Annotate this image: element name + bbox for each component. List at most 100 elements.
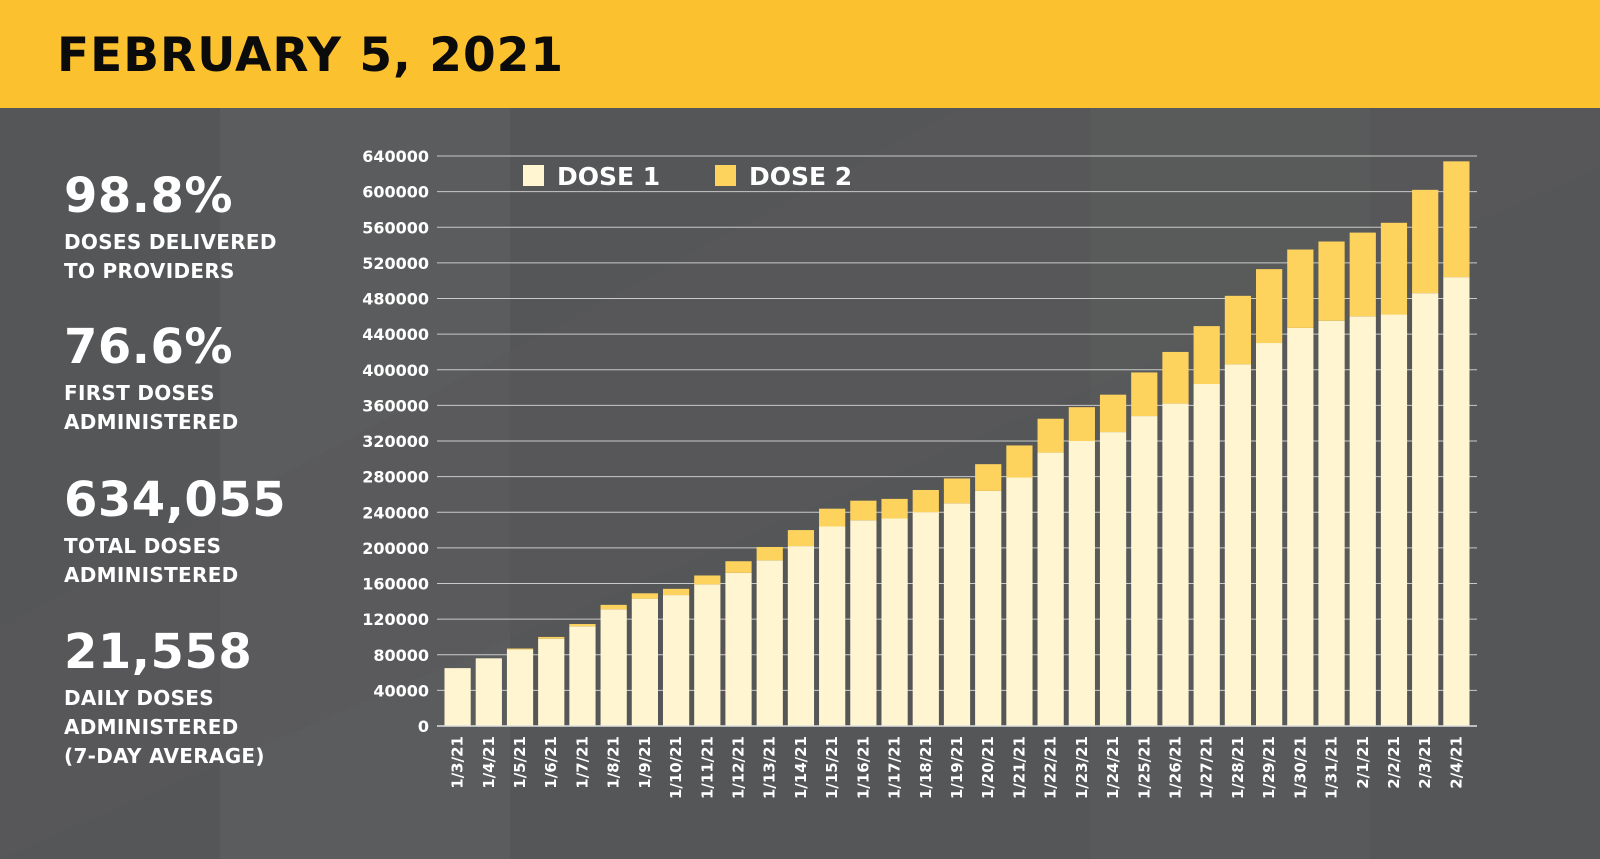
- bar-dose-1: [850, 520, 877, 726]
- bar-dose-2: [787, 530, 815, 547]
- x-tick-label: 1/9/21: [636, 736, 654, 789]
- bar-dose-2: [600, 604, 627, 610]
- x-tick-label: 1/4/21: [480, 736, 498, 789]
- bar-dose-1: [943, 503, 971, 726]
- stat-label: DOSES DELIVERED TO PROVIDERS: [64, 230, 277, 283]
- y-tick-label: 520000: [362, 254, 429, 273]
- bar-dose-1: [881, 518, 908, 726]
- content-panel: 98.8% DOSES DELIVERED TO PROVIDERS 76.6%…: [0, 108, 1600, 859]
- bar-dose-2: [1287, 249, 1314, 328]
- stat-first-doses: 76.6% FIRST DOSES ADMINISTERED: [64, 323, 239, 437]
- bar-dose-1: [725, 572, 752, 726]
- bar-dose-1: [475, 658, 502, 726]
- y-tick-label: 80000: [373, 646, 429, 665]
- x-tick-label: 1/10/21: [667, 736, 685, 799]
- x-tick-label: 1/25/21: [1135, 736, 1153, 799]
- legend-label-dose-2: DOSE 2: [749, 162, 852, 191]
- bar-dose-2: [1318, 241, 1345, 321]
- bar-dose-1: [1256, 343, 1283, 726]
- stat-value: 21,558: [64, 624, 253, 680]
- y-tick-label: 320000: [362, 432, 429, 451]
- bar-dose-2: [506, 648, 534, 650]
- x-tick-label: 1/13/21: [761, 736, 779, 799]
- legend-swatch-dose-1: [523, 165, 544, 186]
- bar-dose-1: [1193, 384, 1220, 726]
- y-tick-label: 440000: [362, 325, 429, 344]
- page-title: FEBRUARY 5, 2021: [57, 28, 565, 83]
- bar-dose-2: [1412, 189, 1439, 294]
- bar-dose-2: [569, 624, 596, 627]
- y-tick-label: 240000: [362, 503, 429, 522]
- bar-dose-1: [756, 560, 783, 726]
- x-tick-label: 1/23/21: [1073, 736, 1091, 799]
- bar-dose-1: [538, 638, 565, 726]
- stat-doses-delivered: 98.8% DOSES DELIVERED TO PROVIDERS: [64, 172, 277, 286]
- x-tick-label: 2/4/21: [1447, 736, 1465, 789]
- bar-dose-1: [1318, 320, 1345, 726]
- bar-dose-1: [631, 598, 658, 726]
- y-tick-label: 120000: [362, 610, 429, 629]
- legend-swatch-dose-2: [715, 165, 736, 186]
- y-tick-label: 200000: [362, 539, 429, 558]
- y-tick-label: 0: [418, 717, 429, 736]
- y-tick-label: 480000: [362, 290, 429, 309]
- bar-dose-1: [787, 546, 815, 726]
- bar-dose-2: [1068, 407, 1095, 441]
- bar-dose-2: [1224, 295, 1252, 365]
- bar-dose-1: [1443, 277, 1470, 726]
- bar-dose-2: [1037, 418, 1064, 453]
- stat-total-doses: 634,055 TOTAL DOSES ADMINISTERED: [64, 476, 286, 590]
- y-tick-label: 600000: [362, 183, 429, 202]
- bar-dose-1: [1412, 293, 1439, 726]
- bar-dose-2: [1256, 269, 1283, 344]
- bar-dose-2: [912, 489, 939, 513]
- stat-label: DAILY DOSES ADMINISTERED (7-DAY AVERAGE): [64, 686, 265, 768]
- y-tick-label: 40000: [373, 681, 429, 700]
- bar-dose-2: [1443, 161, 1470, 278]
- y-tick-label: 640000: [362, 147, 429, 166]
- stat-label: FIRST DOSES ADMINISTERED: [64, 381, 239, 434]
- stat-label: TOTAL DOSES ADMINISTERED: [64, 534, 239, 587]
- y-tick-label: 280000: [362, 468, 429, 487]
- bar-dose-1: [912, 512, 939, 726]
- x-tick-label: 1/22/21: [1042, 736, 1060, 799]
- bar-dose-2: [725, 561, 752, 573]
- bar-dose-2: [662, 588, 690, 596]
- bar-dose-2: [850, 500, 877, 521]
- y-tick-label: 400000: [362, 361, 429, 380]
- bar-dose-1: [569, 626, 596, 726]
- x-tick-label: 1/15/21: [823, 736, 841, 799]
- y-tick-label: 360000: [362, 396, 429, 415]
- x-tick-label: 1/11/21: [698, 736, 716, 799]
- bar-dose-2: [1162, 351, 1189, 404]
- x-tick-label: 1/27/21: [1198, 736, 1216, 799]
- stacked-bar-chart: 0 40000 80000 120000 160000 200000 240000 28000…: [362, 147, 1477, 799]
- x-tick-label: 2/2/21: [1385, 736, 1403, 789]
- bar-dose-2: [694, 575, 721, 585]
- bar-dose-1: [662, 595, 690, 726]
- bar-dose-1: [1162, 403, 1189, 726]
- bar-dose-2: [1006, 445, 1033, 478]
- stat-value: 634,055: [64, 472, 287, 528]
- bar-dose-2: [1349, 232, 1376, 317]
- x-tick-label: 1/14/21: [792, 736, 810, 799]
- bar-dose-2: [1131, 372, 1158, 417]
- bar-dose-2: [1099, 394, 1127, 433]
- bar-dose-1: [506, 649, 534, 726]
- bar-dose-1: [444, 668, 471, 726]
- bar-dose-1: [694, 584, 721, 726]
- bar-dose-1: [1224, 364, 1252, 726]
- bar-dose-2: [819, 508, 846, 527]
- x-tick-label: 1/29/21: [1260, 736, 1278, 799]
- y-tick-label: 560000: [362, 218, 429, 237]
- header-bar: FEBRUARY 5, 2021: [0, 0, 1600, 108]
- bar-dose-2: [881, 498, 908, 519]
- bar-dose-1: [1037, 452, 1064, 726]
- bar-dose-2: [756, 546, 783, 561]
- x-tick-label: 1/3/21: [449, 736, 467, 789]
- x-tick-label: 1/5/21: [511, 736, 529, 789]
- bar-dose-2: [943, 478, 971, 504]
- x-tick-label: 1/19/21: [948, 736, 966, 799]
- stat-daily-doses: 21,558 DAILY DOSES ADMINISTERED (7-DAY A…: [64, 628, 265, 771]
- bar-dose-1: [1287, 327, 1314, 726]
